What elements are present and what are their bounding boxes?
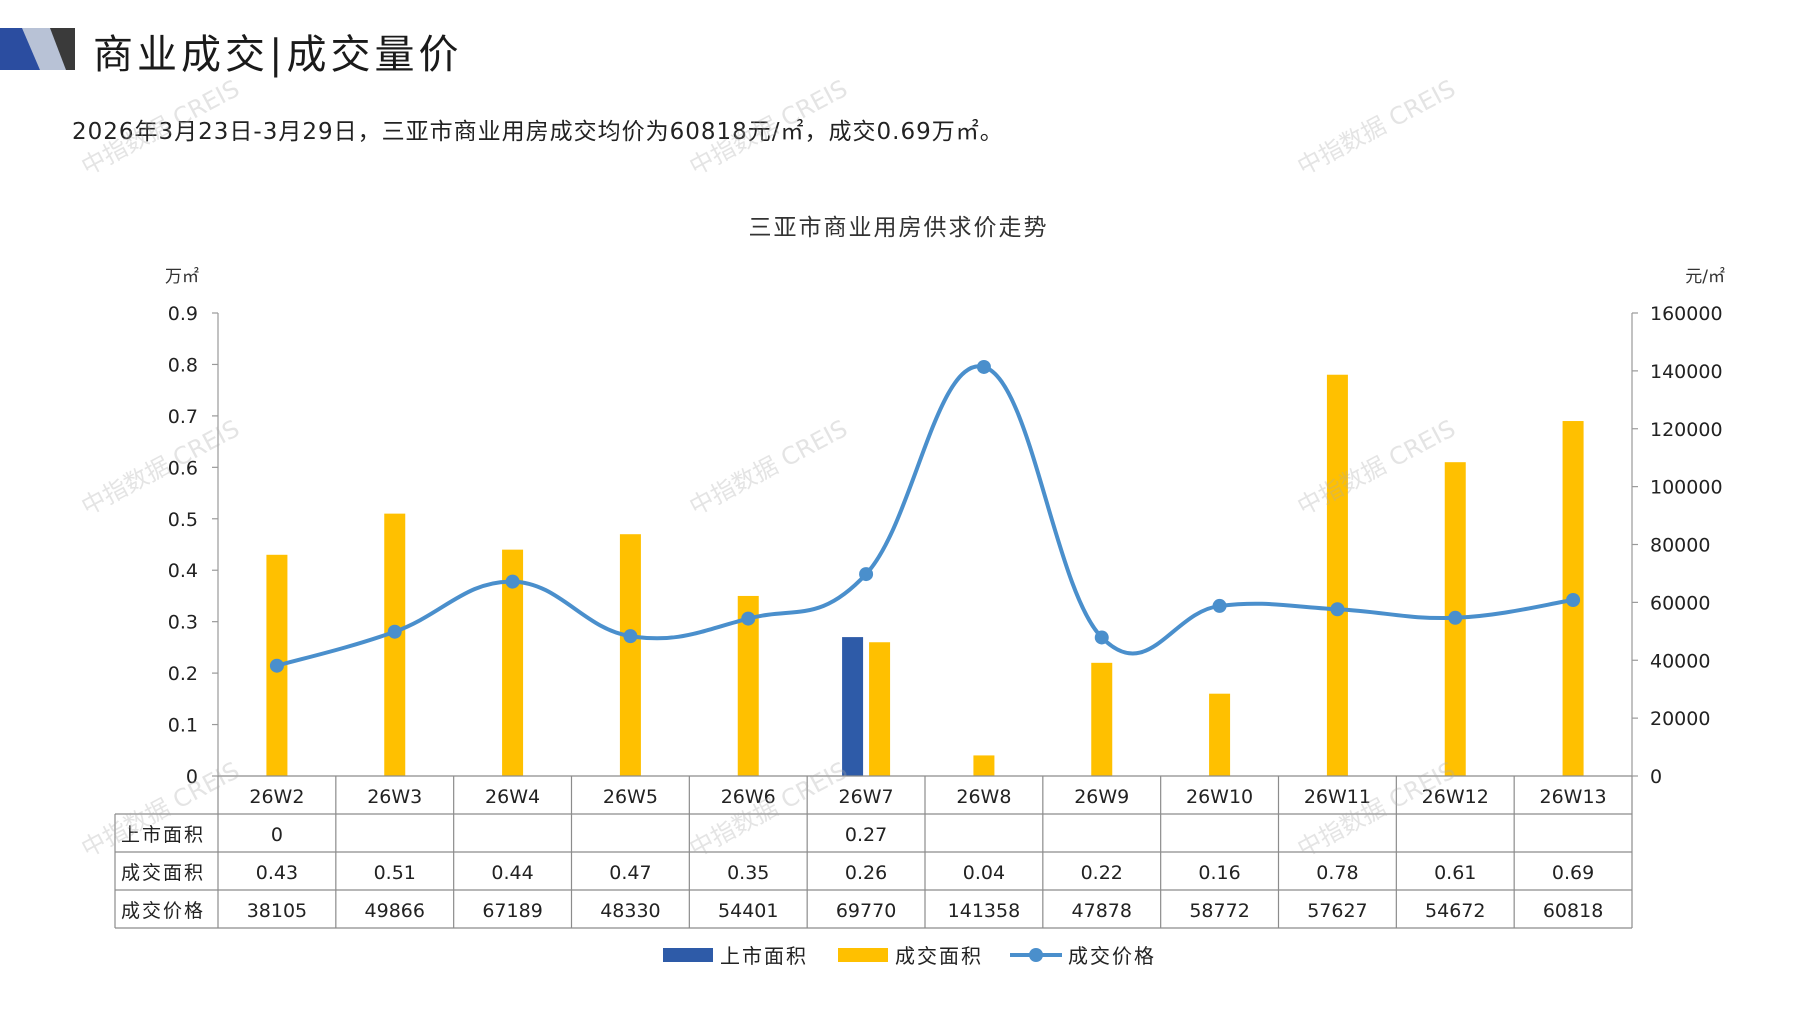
x-tick-label: 26W5 [603,786,658,808]
y-right-tick-label: 60000 [1650,592,1710,614]
price-line [276,364,1574,668]
y-left-unit: 万㎡ [165,267,199,287]
data-label: 54401 [718,900,778,922]
y-left-tick-label: 0.6 [168,457,198,479]
y-left-tick-label: 0.2 [168,663,198,685]
bar-deal-area [973,755,995,776]
y-right-unit: 元/㎡ [1685,267,1725,287]
price-point [1330,602,1345,617]
x-tick-label: 26W12 [1422,786,1489,808]
y-right-tick-label: 40000 [1650,650,1710,672]
price-point [269,658,284,673]
y-left-tick-label: 0.7 [168,406,198,428]
data-label: 0.44 [491,862,533,884]
bar-deal-area [1091,662,1113,776]
bar-supply-area [842,637,864,776]
data-label: 0.27 [845,824,887,846]
price-point [976,359,991,374]
price-point [1212,598,1227,613]
y-left-tick-label: 0.1 [168,715,198,737]
data-label: 54672 [1425,900,1485,922]
y-left-tick-label: 0.5 [168,509,198,531]
summary-text: 2026年3月23日-3月29日，三亚市商业用房成交均价为60818元/㎡，成交… [72,119,1004,145]
data-label: 0.16 [1198,862,1240,884]
y-right-tick-label: 120000 [1650,419,1723,441]
bar-deal-area [502,549,524,776]
data-label: 0.35 [727,862,769,884]
data-label: 0.26 [845,862,887,884]
price-point [1448,610,1463,625]
x-tick-label: 26W8 [956,786,1011,808]
bar-deal-area [384,513,406,776]
data-label: 0.47 [609,862,651,884]
price-point [1566,593,1581,608]
legend-swatch-deal [838,948,888,962]
price-point [1094,630,1109,645]
price-point [387,624,402,639]
data-label: 0.61 [1434,862,1476,884]
legend-label: 上市面积 [720,944,808,968]
data-label: 0.69 [1552,862,1594,884]
header-logo-shape [0,28,75,70]
legend-label: 成交面积 [895,944,983,968]
y-right-tick-label: 20000 [1650,708,1710,730]
y-left-tick-label: 0.3 [168,612,198,634]
bar-deal-area [737,595,759,776]
data-label: 38105 [247,900,307,922]
data-label: 0.04 [963,862,1005,884]
data-label: 48330 [600,900,660,922]
y-left-tick-label: 0.9 [168,303,198,325]
y-left-tick-label: 0.4 [168,560,198,582]
y-right-tick-label: 100000 [1650,477,1723,499]
price-point [741,611,756,626]
x-tick-label: 26W7 [839,786,894,808]
data-label: 69770 [836,900,896,922]
table-row-header: 成交面积 [121,862,205,884]
legend-swatch-supply [663,948,713,962]
data-label: 49866 [365,900,425,922]
price-point [505,574,520,589]
y-right-tick-label: 0 [1650,766,1662,788]
data-label: 58772 [1189,900,1249,922]
data-label: 0.51 [374,862,416,884]
price-point [623,629,638,644]
data-label: 67189 [482,900,542,922]
bar-deal-area [1326,374,1348,776]
legend-swatch-price-dot [1029,948,1043,962]
data-label: 0 [271,824,283,846]
data-label: 0.78 [1316,862,1358,884]
data-label: 0.43 [256,862,298,884]
data-label: 60818 [1543,900,1603,922]
x-tick-label: 26W10 [1186,786,1253,808]
data-label: 141358 [948,900,1021,922]
x-tick-label: 26W13 [1540,786,1607,808]
x-tick-label: 26W4 [485,786,540,808]
y-left-tick-label: 0 [186,766,198,788]
y-right-tick-label: 80000 [1650,535,1710,557]
chart-title: 三亚市商业用房供求价走势 [748,215,1049,241]
x-tick-label: 26W6 [721,786,776,808]
bar-deal-area [1209,693,1231,776]
bar-deal-area [869,642,891,776]
data-label: 57627 [1307,900,1367,922]
price-point [859,567,874,582]
table-row-header: 上市面积 [121,824,205,846]
x-tick-label: 26W3 [367,786,422,808]
x-tick-label: 26W11 [1304,786,1371,808]
page-title: 商业成交|成交量价 [93,32,463,78]
y-left-tick-label: 0.8 [168,354,198,376]
data-label: 0.22 [1081,862,1123,884]
legend-label: 成交价格 [1068,944,1156,968]
bar-deal-area [619,534,641,776]
x-tick-label: 26W9 [1074,786,1129,808]
data-label: 47878 [1072,900,1132,922]
y-right-tick-label: 160000 [1650,303,1723,325]
x-tick-label: 26W2 [249,786,304,808]
y-right-tick-label: 140000 [1650,361,1723,383]
table-row-header: 成交价格 [121,900,205,922]
